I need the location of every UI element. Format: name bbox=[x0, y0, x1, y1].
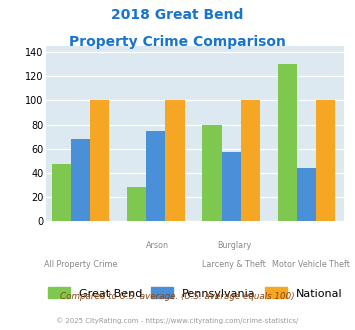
Bar bbox=[297, 168, 316, 221]
Bar bbox=[222, 152, 241, 221]
Text: All Property Crime: All Property Crime bbox=[44, 260, 117, 269]
Text: Larceny & Theft: Larceny & Theft bbox=[202, 260, 266, 269]
Bar bbox=[202, 125, 222, 221]
Text: Burglary: Burglary bbox=[217, 241, 251, 249]
Bar bbox=[71, 139, 90, 221]
Bar bbox=[165, 100, 185, 221]
Bar bbox=[278, 64, 297, 221]
Bar bbox=[51, 164, 71, 221]
Legend: Great Bend, Pennsylvania, National: Great Bend, Pennsylvania, National bbox=[43, 282, 347, 303]
Text: Property Crime Comparison: Property Crime Comparison bbox=[69, 35, 286, 49]
Bar bbox=[90, 100, 109, 221]
Text: © 2025 CityRating.com - https://www.cityrating.com/crime-statistics/: © 2025 CityRating.com - https://www.city… bbox=[56, 317, 299, 324]
Text: 2018 Great Bend: 2018 Great Bend bbox=[111, 8, 244, 22]
Text: Motor Vehicle Theft: Motor Vehicle Theft bbox=[272, 260, 350, 269]
Text: Compared to U.S. average. (U.S. average equals 100): Compared to U.S. average. (U.S. average … bbox=[60, 292, 295, 301]
Bar bbox=[316, 100, 335, 221]
Bar bbox=[146, 131, 165, 221]
Bar bbox=[241, 100, 260, 221]
Bar bbox=[127, 187, 146, 221]
Text: Arson: Arson bbox=[146, 241, 169, 249]
